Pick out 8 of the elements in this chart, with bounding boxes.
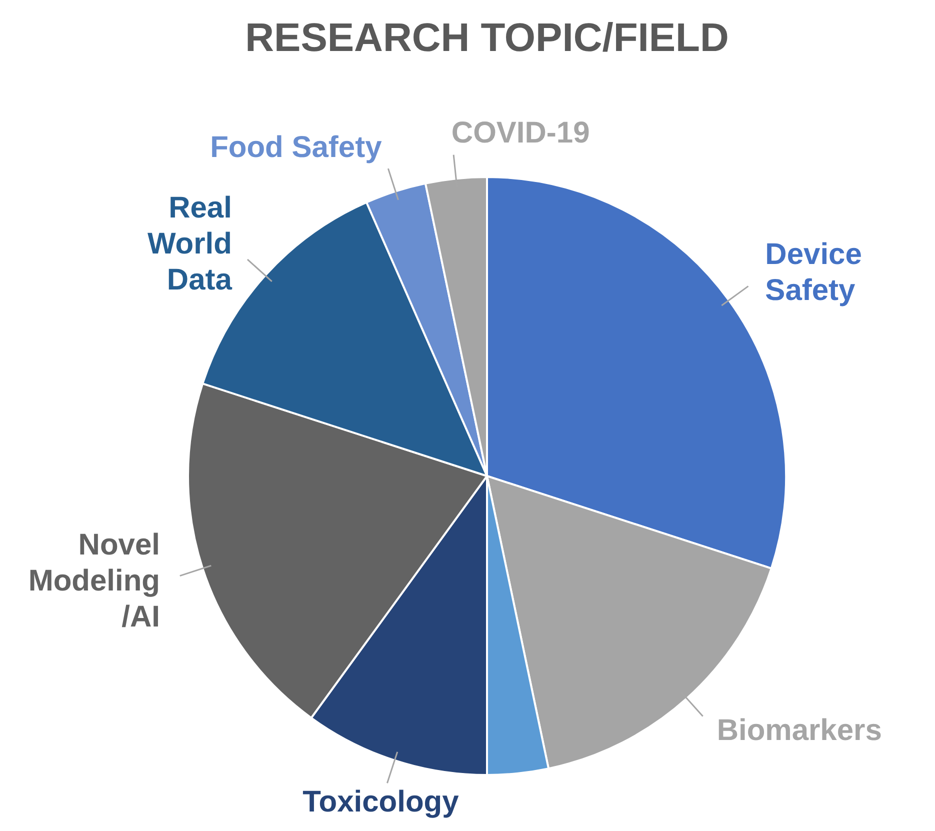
chart-title: RESEARCH TOPIC/FIELD <box>245 16 729 60</box>
slice-label: Biomarkers <box>716 714 882 748</box>
slice-label: Novel Modeling /AI <box>28 528 160 634</box>
slice-label: Real World Data <box>148 192 232 297</box>
slice-label: Device Safety <box>765 238 862 308</box>
slice-label: Food Safety <box>210 130 382 164</box>
slice-label: Toxicology <box>302 785 460 818</box>
slice-label: COVID-19 <box>451 116 590 150</box>
